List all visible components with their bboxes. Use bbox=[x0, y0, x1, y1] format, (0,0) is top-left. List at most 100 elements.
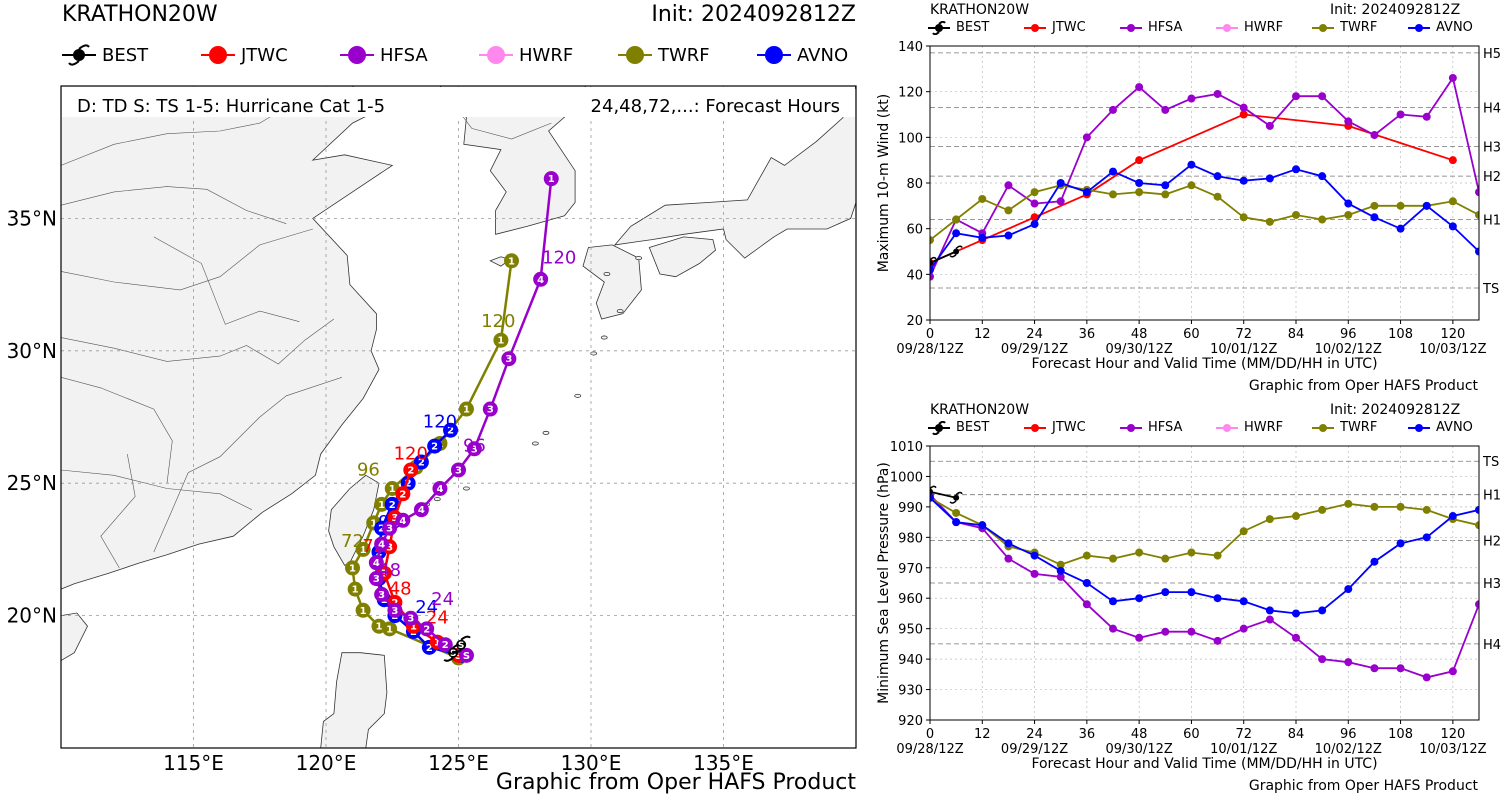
track-hour-label: 120 bbox=[542, 247, 576, 268]
wind-data-point bbox=[1475, 247, 1479, 256]
wind-data-point bbox=[1448, 222, 1457, 231]
pressure-y-tick-label: 930 bbox=[898, 684, 923, 699]
track-point bbox=[432, 480, 448, 496]
wind-data-point bbox=[1370, 201, 1379, 210]
track-point bbox=[368, 571, 384, 587]
track-point-label: 1 bbox=[386, 624, 393, 635]
track-point-label: S bbox=[463, 651, 470, 662]
track-twrf: S111111111111117296120 bbox=[341, 253, 519, 666]
wind-data-point bbox=[1448, 156, 1457, 165]
wind-data-point bbox=[1344, 210, 1353, 219]
wind-data-point bbox=[952, 229, 961, 238]
wind-data-point bbox=[1004, 181, 1013, 190]
wind-data-point bbox=[1265, 121, 1274, 130]
wind-data-point bbox=[1318, 92, 1327, 101]
pressure-series-line bbox=[930, 497, 1479, 566]
wind-x-tick-label: 120 bbox=[1440, 327, 1465, 342]
wind-best-swirl bbox=[930, 265, 931, 267]
wind-date-tick-label: 09/30/12Z bbox=[1105, 342, 1172, 357]
wind-data-point bbox=[1030, 213, 1039, 222]
track-point bbox=[355, 602, 371, 618]
wind-data-point bbox=[978, 194, 987, 203]
track-point bbox=[451, 462, 466, 478]
track-point-label: 3 bbox=[386, 542, 393, 553]
wind-data-point bbox=[930, 265, 934, 274]
wind-data-point bbox=[1292, 165, 1300, 174]
circle-marker-icon bbox=[1408, 421, 1430, 435]
wind-data-point bbox=[1161, 190, 1170, 199]
track-point bbox=[384, 496, 400, 512]
map-info-box bbox=[62, 87, 855, 117]
pressure-data-point bbox=[1161, 627, 1170, 636]
hurricane-symbol-icon bbox=[62, 44, 96, 66]
pressure-category-label: H3 bbox=[1483, 577, 1501, 592]
track-point bbox=[395, 512, 411, 528]
map-island bbox=[433, 497, 441, 502]
track-point-label: 2 bbox=[378, 524, 385, 535]
pressure-init-time: Init: 2024092812Z bbox=[1330, 402, 1461, 418]
pressure-data-point bbox=[1161, 554, 1170, 563]
pressure-data-point bbox=[1056, 560, 1065, 569]
pressure-category-label: TS bbox=[1482, 455, 1499, 470]
pressure-best-marker bbox=[930, 488, 933, 495]
track-point bbox=[419, 621, 435, 637]
track-point-label: 4 bbox=[373, 558, 380, 569]
map-lat-tick-label: 20°N bbox=[7, 604, 57, 628]
legend-label: TWRF bbox=[1340, 20, 1378, 35]
wind-series-layer bbox=[930, 73, 1479, 281]
wind-data-point bbox=[1161, 105, 1170, 114]
pressure-series-best bbox=[930, 485, 963, 504]
track-point bbox=[374, 536, 390, 552]
map-lon-tick-label: 125°E bbox=[428, 751, 489, 775]
pressure-data-point bbox=[1475, 521, 1479, 530]
track-point-label: S bbox=[455, 651, 462, 662]
legend-item-hwrf: HWRF bbox=[1216, 420, 1283, 435]
track-point-label: 4 bbox=[436, 484, 443, 495]
map-border-line bbox=[153, 236, 300, 325]
circle-marker-icon bbox=[1024, 421, 1046, 435]
track-point bbox=[387, 602, 403, 618]
pressure-best-swirl bbox=[930, 485, 937, 490]
legend-label: HWRF bbox=[1244, 420, 1284, 435]
map-borders-layer bbox=[60, 85, 552, 569]
track-point bbox=[374, 586, 390, 602]
track-point-label: 1 bbox=[370, 518, 377, 529]
wind-best-swirl bbox=[955, 245, 963, 250]
pressure-y-tick-label: 950 bbox=[898, 623, 923, 638]
track-point-label: 3 bbox=[386, 524, 393, 535]
wind-data-point bbox=[1109, 190, 1117, 199]
legend-label: JTWC bbox=[1052, 420, 1086, 435]
wind-data-point bbox=[1109, 105, 1117, 114]
legend-item-jtwc: JTWC bbox=[201, 44, 288, 66]
map-frame bbox=[60, 85, 857, 749]
pressure-best-marker bbox=[953, 494, 960, 501]
pressure-x-tick-label: 108 bbox=[1388, 727, 1413, 742]
wind-x-tick-label: 72 bbox=[1235, 327, 1252, 342]
wind-chart: TS H1 H2 H3 H4 H5 0 12 24 36 48 60 72 84 96 108 120 09/28… bbox=[876, 40, 1501, 372]
wind-data-point bbox=[1056, 197, 1065, 206]
wind-data-point bbox=[1422, 201, 1431, 210]
pressure-data-point bbox=[1422, 673, 1431, 682]
track-point bbox=[466, 441, 482, 457]
pressure-data-point bbox=[1082, 579, 1091, 587]
pressure-category-label: H2 bbox=[1483, 534, 1501, 549]
wind-data-point bbox=[1396, 224, 1405, 233]
track-point bbox=[355, 541, 371, 557]
pressure-y-tick-label: 980 bbox=[898, 531, 923, 546]
pressure-series-hfsa bbox=[930, 490, 1479, 682]
pressure-chart: TS H1 H2 H3 H4 0 12 24 36 48 60 72 84 96 108 120 09/28/1… bbox=[876, 440, 1501, 772]
wind-x-tick-label: 96 bbox=[1340, 327, 1357, 342]
pressure-data-point bbox=[1030, 551, 1039, 560]
wind-data-point bbox=[1187, 94, 1196, 103]
pressure-x-tick-label: 48 bbox=[1131, 727, 1148, 742]
legend-item-jtwc: JTWC bbox=[1024, 20, 1086, 35]
track-point bbox=[403, 462, 419, 478]
pressure-data-point bbox=[1396, 502, 1405, 511]
map-lon-tick-label: 135°E bbox=[693, 751, 754, 775]
pressure-best-swirl bbox=[930, 494, 931, 496]
wind-x-tick-label: 60 bbox=[1183, 327, 1200, 342]
wind-init-time: Init: 2024092812Z bbox=[1330, 2, 1461, 18]
track-point-label: 2 bbox=[399, 489, 406, 500]
track-point-label: 2 bbox=[442, 640, 449, 651]
pressure-data-point bbox=[1213, 636, 1222, 645]
